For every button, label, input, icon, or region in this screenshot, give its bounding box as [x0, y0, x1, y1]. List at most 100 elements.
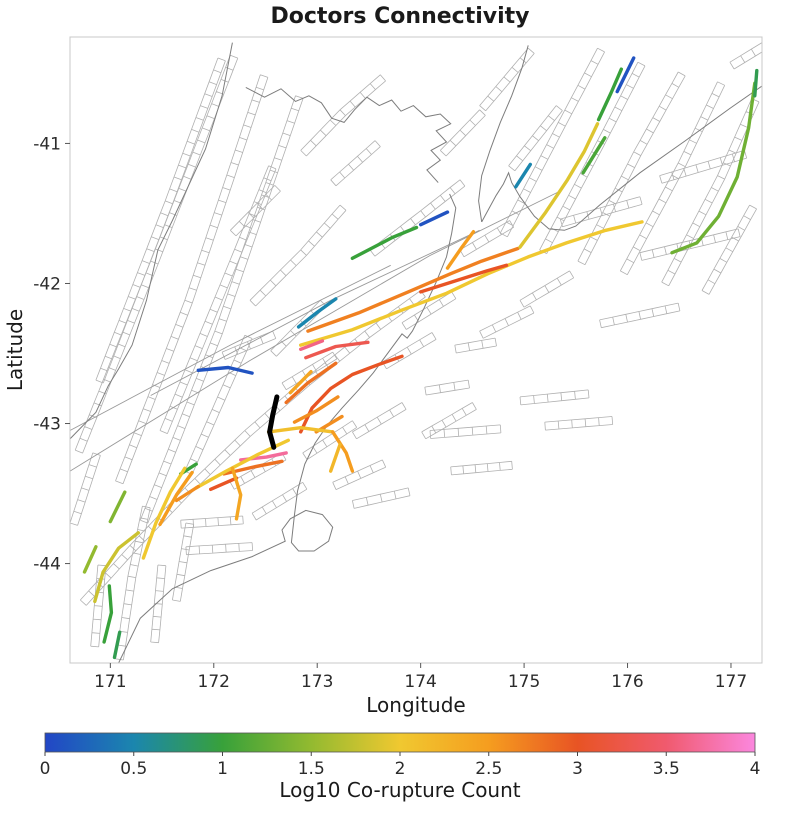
fault-surface-trace — [172, 522, 195, 602]
chart-title: Doctors Connectivity — [271, 4, 530, 29]
fault-surface-trace — [115, 74, 269, 485]
fault-surface-trace — [95, 57, 226, 384]
corupture-fault — [112, 630, 122, 660]
fault-surface-trace — [599, 302, 681, 329]
coastline — [118, 193, 457, 663]
coastline — [478, 45, 529, 222]
x-tick-label: 174 — [404, 672, 436, 692]
fault-surface-trace — [619, 81, 726, 276]
colorbar-label: Log10 Co-rupture Count — [279, 778, 520, 802]
x-tick-label: 172 — [198, 672, 230, 692]
fault-line — [70, 190, 561, 472]
fault-surface-trace — [429, 424, 502, 439]
fault-surface-trace — [519, 389, 590, 406]
x-tick-label: 177 — [715, 672, 747, 692]
fault-surface-trace — [401, 291, 457, 330]
colorbar-tick-label: 2.5 — [475, 759, 502, 779]
colorbar-bar — [44, 732, 756, 753]
corupture-fault — [266, 426, 335, 434]
fault-surface-trace — [70, 452, 101, 526]
fault-surface-trace — [701, 204, 757, 295]
coastline — [245, 86, 452, 183]
y-tick-label: -44 — [33, 555, 61, 575]
corupture-fault — [108, 490, 127, 524]
fault-surface-trace — [479, 305, 535, 339]
fault-surface-trace — [230, 185, 281, 237]
x-tick-label: 173 — [301, 672, 333, 692]
corupture-fault — [445, 230, 476, 270]
fault-surface-trace — [352, 487, 411, 509]
fault-surface-trace — [450, 460, 513, 476]
y-tick-label: -42 — [33, 274, 61, 294]
fault-surface-trace — [421, 402, 477, 440]
fault-surface-trace — [159, 165, 277, 434]
corupture-fault — [82, 545, 98, 574]
fault-surface-trace — [479, 47, 535, 112]
fault-surface-trace — [440, 109, 486, 157]
fault-surface-trace — [508, 105, 563, 172]
fault-surface-trace — [185, 542, 253, 556]
colorbar-tick-label: 2 — [395, 759, 406, 779]
fault-surface-trace — [454, 337, 497, 354]
y-tick-label: -41 — [33, 134, 61, 154]
highlight-fault-doctors — [267, 394, 280, 450]
plot-frame — [69, 36, 763, 664]
corupture-fault — [288, 370, 313, 395]
fault-surface-trace — [115, 505, 151, 661]
colorbar-tick-label: 4 — [750, 759, 761, 779]
fault-surface-trace — [352, 402, 407, 440]
corupture-fault — [596, 67, 623, 122]
fault-surface-trace — [281, 351, 338, 391]
corupture-fault — [299, 354, 404, 434]
corupture-fault — [615, 56, 636, 94]
corupture-fault — [299, 220, 644, 347]
fault-surface-trace — [519, 270, 575, 308]
fault-line — [70, 264, 391, 431]
fault-surface-trace — [330, 140, 381, 187]
fault-surface-trace — [729, 42, 762, 70]
axes-layer: 171 172 173 174 175 176 177 -41 -42 -43 -44 — [33, 36, 763, 692]
fault-surface-trace — [184, 334, 253, 475]
coastline — [481, 85, 762, 231]
fault-surface-trace — [459, 220, 515, 258]
corupture-fault — [209, 476, 239, 491]
fault-surface-trace — [251, 481, 308, 521]
corupture-fault — [174, 484, 200, 503]
corupture-fault — [329, 442, 342, 473]
corupture-fault — [581, 136, 607, 175]
corupture-fault — [102, 584, 114, 644]
corupture-fault — [419, 210, 450, 227]
corupture-fault — [518, 122, 600, 249]
corupture-fault — [299, 339, 325, 351]
fault-line — [150, 229, 480, 396]
colorbar: 0 0.5 1 1.5 2 2.5 3 3.5 4 — [40, 732, 761, 779]
fault-surface-trace — [544, 416, 614, 431]
fault-surface-trace — [300, 74, 386, 157]
x-tick-label: 176 — [611, 672, 643, 692]
corupture-fault — [141, 466, 187, 560]
fault-surface-trace — [249, 204, 347, 307]
map-layer — [70, 37, 762, 663]
plot-background — [70, 37, 762, 663]
x-tick-label: 175 — [508, 672, 540, 692]
corupture-fault — [230, 466, 243, 521]
x-axis-label: Longitude — [366, 693, 465, 717]
corupture-fault — [350, 225, 419, 260]
colorbar-tick-label: 0.5 — [120, 759, 147, 779]
corupture-fault — [158, 470, 194, 527]
fault-surface-trace — [180, 515, 244, 529]
corupture-fault — [292, 395, 340, 424]
fault-surface-trace — [424, 379, 470, 396]
y-axis-label: Latitude — [3, 309, 27, 391]
corupture-fault — [419, 263, 509, 294]
corupture-fault — [331, 430, 355, 473]
colorbar-tick-label: 1 — [217, 759, 228, 779]
corupture-fault — [514, 162, 532, 189]
corupture-fault — [670, 81, 757, 255]
corupture-fault — [753, 68, 759, 98]
corupture-fault — [304, 340, 370, 360]
corupture-fault — [196, 365, 254, 375]
corupture-fault — [93, 531, 140, 604]
colorbar-tick-label: 0 — [40, 759, 51, 779]
